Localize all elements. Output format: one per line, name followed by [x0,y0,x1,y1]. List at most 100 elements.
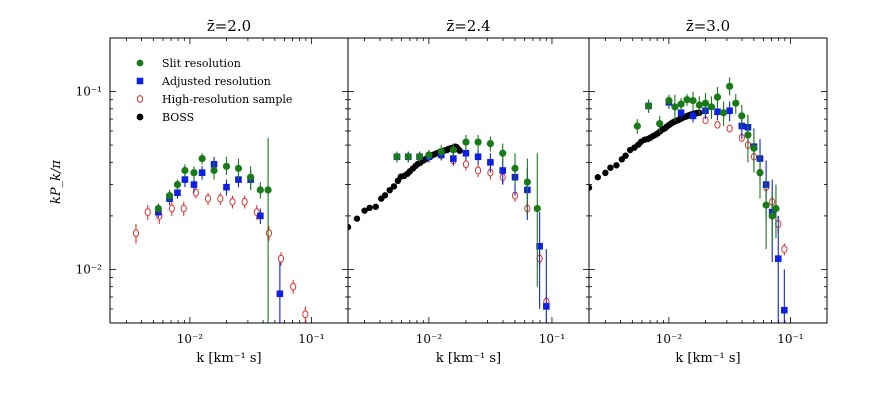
panel-title: z̄=3.0 [686,17,730,35]
point-highres [265,229,273,238]
x-axis-label: k [km⁻¹ s] [196,351,261,366]
series-highres [425,149,550,309]
point-slit [247,173,255,181]
point-boss [589,184,593,191]
x-axis-label: k [km⁻¹ s] [436,351,501,366]
point-slit [683,96,691,104]
point-slit [744,131,752,139]
legend-marker [136,113,144,121]
point-highres [192,188,199,197]
point-adjusted [198,169,206,176]
point-adjusted [487,159,494,166]
point-slit [701,99,710,107]
point-slit [474,138,482,146]
point-highres [277,254,285,263]
point-slit [154,204,162,213]
point-adjusted [536,242,543,250]
legend-marker [136,77,144,85]
point-adjusted [450,155,457,162]
point-slit [181,166,189,175]
point-adjusted [774,255,782,262]
axes-frame [347,37,590,324]
point-slit [165,192,174,200]
point-adjusted [190,181,198,188]
point-slit [210,166,218,175]
panel-1: z̄=2.0 10⁻² 10⁻¹ 10⁻² 10⁻¹ k [km⁻¹ s] Slit res… [76,17,349,366]
point-boss [594,174,602,181]
point-slit [198,154,206,163]
series-slit [633,77,780,250]
plot-area [348,134,550,323]
point-adjusted [714,108,721,116]
x-tick-label: 10⁻² [656,332,683,346]
point-slit [222,162,231,170]
x-axis-label: k [km⁻¹ s] [675,351,740,366]
point-slit [726,82,734,90]
point-slit [772,204,780,213]
point-adjusted [174,189,181,197]
x-tick-label: 10⁻¹ [539,332,565,346]
point-slit [756,169,764,177]
point-boss [372,203,379,210]
point-slit [665,96,673,105]
y-tick-label: 10⁻² [76,262,103,276]
legend-label: BOSS [162,111,194,124]
series-adjusted [393,146,550,323]
ticks [348,37,590,324]
point-slit [713,93,722,101]
x-tick-label: 10⁻¹ [298,332,324,346]
legend-marker [136,95,144,103]
point-boss [381,192,389,199]
point-adjusted [462,149,470,157]
panel-title: z̄=2.0 [207,17,251,35]
series-adjusted [155,156,284,323]
point-slit [689,96,697,105]
series-slit [154,137,272,323]
point-adjusted [257,212,264,220]
point-slit [256,186,264,194]
plot-area [589,77,788,323]
point-slit [173,180,182,189]
point-adjusted [543,303,550,310]
series-highres [702,116,788,256]
point-slit [762,201,770,209]
point-slit [437,147,445,156]
point-highres [144,208,151,217]
series-highres [132,187,309,323]
legend-label: Adjusted resolution [161,75,271,88]
panel-2: z̄=2.4 10⁻² 10⁻¹ k [km⁻¹ s] [347,17,590,366]
point-boss [361,207,368,214]
point-highres [781,245,788,254]
point-boss [456,147,463,154]
point-slit [190,169,198,177]
x-tick-label: 10⁻² [416,332,443,346]
point-highres [290,282,297,291]
point-slit [671,103,679,111]
ticks [589,37,828,324]
point-adjusted [726,107,733,115]
point-slit [415,153,424,161]
point-slit [523,178,531,186]
point-slit [732,99,740,107]
series-slit [393,134,541,287]
point-highres [462,160,470,169]
point-highres [204,194,212,203]
point-boss [622,152,629,159]
point-boss [348,223,352,231]
point-highres [229,197,236,206]
point-slit [738,112,746,120]
point-adjusted [181,176,189,183]
point-slit [449,146,457,154]
point-adjusted [499,167,507,174]
point-boss [386,186,393,194]
point-adjusted [689,112,697,120]
panel-title: z̄=2.4 [446,17,490,35]
point-slit [234,164,243,172]
legend: Slit resolution Adjusted resolution High-r… [136,57,292,124]
point-highres [241,197,248,206]
plot-area [132,137,309,323]
point-boss [353,215,361,222]
point-slit [393,153,401,161]
point-boss [607,164,614,171]
legend-marker [136,59,144,67]
